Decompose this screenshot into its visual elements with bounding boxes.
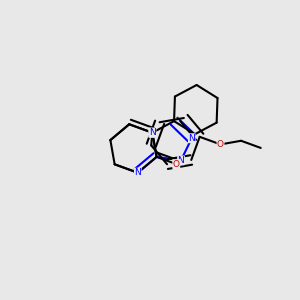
- Text: O: O: [173, 160, 180, 169]
- Text: N: N: [178, 156, 184, 165]
- Text: O: O: [217, 140, 224, 149]
- Text: N: N: [134, 168, 141, 177]
- Text: N: N: [149, 128, 156, 137]
- Text: N: N: [188, 134, 195, 143]
- Text: N: N: [149, 128, 156, 137]
